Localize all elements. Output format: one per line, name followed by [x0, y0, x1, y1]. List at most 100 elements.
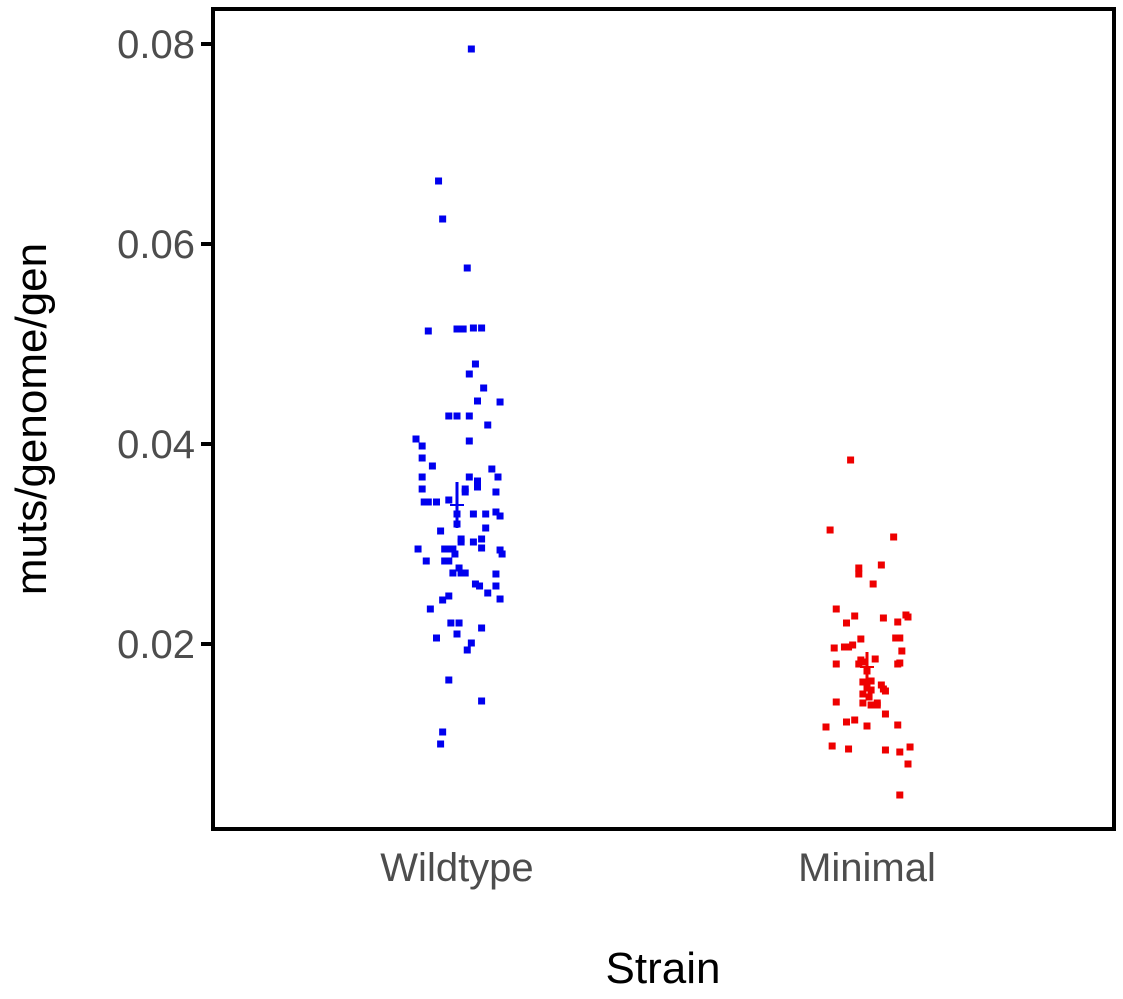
data-point [496, 398, 504, 406]
data-point [845, 643, 853, 651]
data-point [840, 643, 848, 651]
data-point [484, 589, 492, 597]
data-point [859, 699, 867, 707]
data-point [843, 718, 850, 726]
data-point [906, 743, 914, 751]
data-point [474, 397, 481, 405]
data-point [828, 742, 836, 750]
data-point [435, 177, 443, 185]
data-point [496, 546, 504, 554]
data-point [478, 697, 486, 705]
data-point [492, 582, 500, 590]
data-point [424, 498, 432, 506]
data-point [418, 485, 426, 493]
data-point [445, 676, 453, 684]
data-point [496, 512, 504, 520]
data-point [881, 746, 889, 754]
y-axis: 0.02 0.04 0.06 0.08 [117, 23, 213, 667]
data-point [467, 639, 475, 647]
data-point [465, 412, 473, 420]
y-tick-label: 0.02 [117, 623, 195, 667]
data-point [461, 488, 469, 496]
y-axis-title: muts/genome/gen [7, 243, 56, 595]
data-point [896, 791, 904, 799]
data-point [896, 634, 904, 642]
data-point [849, 641, 857, 649]
data-point [453, 630, 461, 638]
data-point [492, 570, 500, 578]
data-point [455, 619, 463, 627]
data-point [873, 701, 881, 709]
data-point [859, 678, 867, 686]
data-point [457, 569, 465, 577]
data-point [451, 550, 459, 558]
data-point [443, 545, 451, 553]
data-point [478, 624, 486, 632]
data-point [855, 570, 863, 578]
data-point [879, 614, 887, 622]
data-point [455, 564, 463, 572]
data-point [894, 721, 902, 729]
data-point [890, 533, 898, 541]
data-point [826, 526, 834, 534]
data-point [418, 442, 426, 450]
data-point [851, 716, 859, 724]
data-point [863, 722, 871, 730]
data-point [904, 760, 912, 768]
data-point [898, 647, 906, 655]
x-axis: Wildtype Minimal [380, 846, 936, 890]
data-point [494, 473, 502, 481]
data-point [859, 690, 867, 698]
data-point [832, 660, 840, 668]
data-point [861, 658, 869, 666]
data-point [496, 595, 504, 603]
data-point [896, 659, 904, 667]
data-point [474, 483, 481, 491]
data-point [832, 605, 840, 613]
data-point [865, 693, 873, 701]
data-point [904, 613, 912, 621]
data-point [439, 728, 447, 736]
data-point [437, 527, 445, 535]
data-point [428, 462, 436, 470]
data-point [478, 324, 486, 332]
data-point [453, 412, 461, 420]
data-point [482, 524, 490, 532]
data-point [492, 488, 500, 496]
data-point [482, 510, 490, 518]
data-point [484, 421, 492, 429]
data-point [414, 545, 422, 553]
data-point [449, 545, 457, 553]
data-point [881, 687, 889, 695]
data-point [478, 544, 486, 552]
data-point [822, 723, 830, 731]
data-point [867, 677, 875, 685]
y-tick-label: 0.06 [117, 223, 195, 267]
data-point [453, 325, 461, 333]
data-point [465, 473, 473, 481]
data-point [855, 564, 863, 572]
data-point [857, 635, 865, 643]
data-point [449, 569, 457, 577]
data-point [463, 264, 471, 272]
data-point [465, 370, 473, 378]
data-point [437, 740, 445, 748]
data-point [426, 605, 434, 613]
x-tick-label: Wildtype [380, 846, 533, 890]
mean-error-bars [450, 482, 874, 685]
data-point [488, 465, 496, 473]
data-point [867, 701, 875, 709]
data-point [445, 592, 453, 600]
data-point [467, 45, 475, 53]
data-point [439, 215, 447, 223]
data-point [871, 655, 879, 663]
data-point [463, 646, 471, 654]
data-point [422, 557, 430, 565]
data-point [424, 327, 432, 335]
data-point [845, 745, 853, 753]
data-point [877, 681, 885, 689]
data-point [445, 557, 453, 565]
data-point [476, 582, 484, 590]
data-point [418, 454, 426, 462]
